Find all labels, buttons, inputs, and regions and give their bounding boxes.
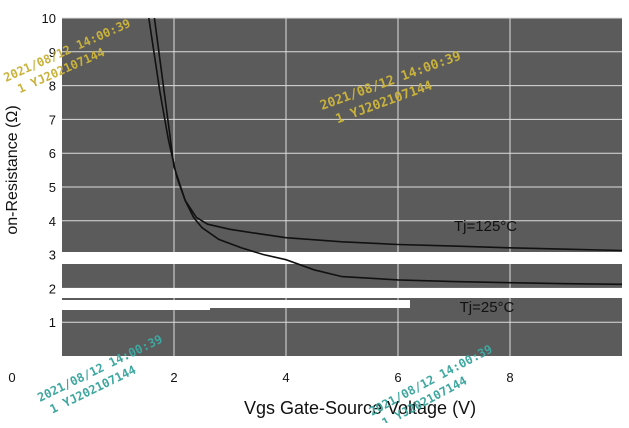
- annotation-tj-125: Tj=125°C: [454, 218, 517, 235]
- y-tick-label: 8: [49, 79, 56, 94]
- curve-layer: [148, 18, 622, 286]
- x-axis-label: Vgs Gate-Source Voltage (V): [244, 398, 476, 418]
- x-tick-labels: 0 2 4 6 8: [8, 370, 513, 385]
- grid-lines: [62, 17, 622, 356]
- y-tick-label: 2: [49, 281, 56, 296]
- x-tick-label: 2: [170, 370, 177, 385]
- y-tick-label: 1: [49, 315, 56, 330]
- y-tick-label: 7: [49, 112, 56, 127]
- y-tick-label: 10: [42, 11, 56, 26]
- scan-artifacts: [0, 252, 629, 374]
- y-tick-label: 3: [49, 248, 56, 263]
- y-tick-label: 4: [49, 214, 56, 229]
- y-tick-label: 9: [49, 45, 56, 60]
- x-tick-label: 4: [282, 370, 289, 385]
- x-tick-label: 6: [394, 370, 401, 385]
- y-tick-label: 5: [49, 180, 56, 195]
- y-tick-label: 6: [49, 146, 56, 161]
- series-line-tj-25: [148, 18, 622, 286]
- annotation-tj-25: Tj=25°C: [460, 299, 515, 316]
- y-tick-labels: 1 2 3 4 5 6 7 8 9 10: [42, 11, 56, 330]
- y-axis-label: on-Resistance (Ω): [4, 105, 21, 234]
- x-tick-label: 8: [506, 370, 513, 385]
- x-tick-label: 0: [8, 370, 15, 385]
